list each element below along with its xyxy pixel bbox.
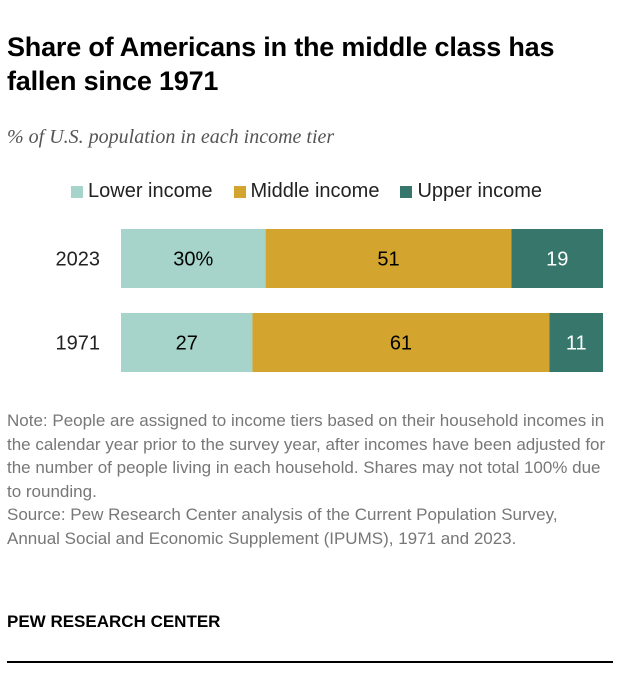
bar-segment xyxy=(121,229,266,288)
bottom-rule xyxy=(7,661,613,663)
legend-item-lower: Lower income xyxy=(71,180,213,203)
legend: Lower income Middle income Upper income xyxy=(71,180,563,203)
data-label: 19 xyxy=(546,249,568,271)
data-label: 61 xyxy=(390,333,412,355)
legend-swatch xyxy=(71,185,83,198)
note-text: Note: People are assigned to income tier… xyxy=(7,411,606,501)
bar-segment xyxy=(265,229,512,288)
data-label: 27 xyxy=(176,333,198,355)
category-label: 1971 xyxy=(56,333,101,355)
legend-label: Upper income xyxy=(417,180,542,202)
legend-item-upper: Upper income xyxy=(400,180,542,203)
stacked-bar-chart: 2023 30% 51 19 1971 27 61 11 xyxy=(56,229,603,372)
brand-logo-text: PEW RESEARCH CENTER xyxy=(7,612,221,631)
data-label: 11 xyxy=(566,333,587,355)
bar-segment xyxy=(549,313,603,372)
chart-subtitle: % of U.S. population in each income tier xyxy=(7,126,335,148)
legend-label: Lower income xyxy=(88,180,213,202)
bar-segment xyxy=(252,313,550,372)
source-text: Source: Pew Research Center analysis of … xyxy=(7,505,558,548)
legend-item-middle: Middle income xyxy=(233,180,380,203)
data-label: 30% xyxy=(173,249,213,271)
legend-swatch xyxy=(400,185,413,198)
bar-segment xyxy=(121,313,253,372)
chart-title: Share of Americans in the middle class h… xyxy=(7,32,555,96)
chart-note: Note: People are assigned to income tier… xyxy=(7,409,607,550)
category-label: 2023 xyxy=(56,249,101,271)
bar-segment xyxy=(511,229,603,288)
legend-label: Middle income xyxy=(250,180,380,202)
data-label: 51 xyxy=(377,249,399,271)
legend-swatch xyxy=(233,185,246,198)
